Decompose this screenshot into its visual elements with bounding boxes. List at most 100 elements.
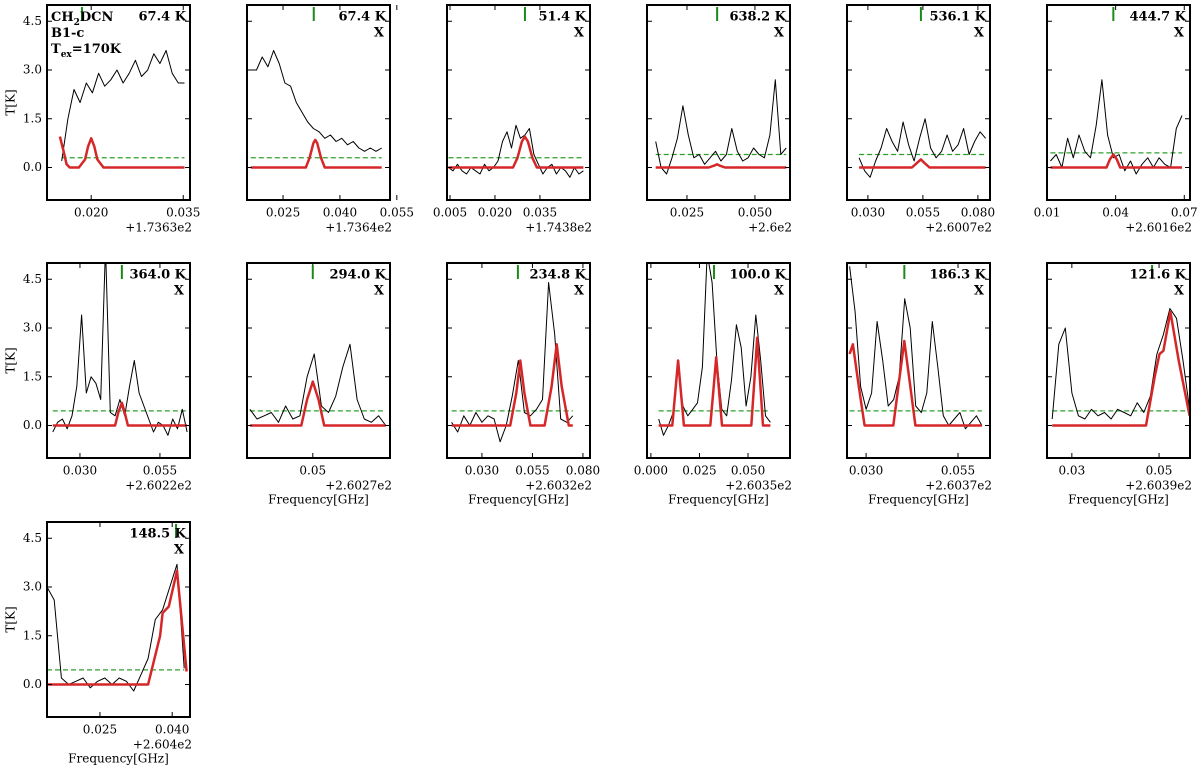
panel-frame xyxy=(46,4,191,201)
x-tick-label: 0.01 xyxy=(1034,206,1061,220)
x-tick-label: 0.04 xyxy=(1102,206,1129,220)
x-tick-label: 0.005 xyxy=(433,206,467,220)
panel-frame xyxy=(446,262,591,459)
panel-frame xyxy=(646,262,791,459)
x-tick-label: 0.055 xyxy=(941,464,975,478)
temperature-label: 100.0 K xyxy=(729,268,786,283)
plot-area xyxy=(848,266,983,430)
x-tick-label: 0.040 xyxy=(323,206,357,220)
x-tick-label: 0.03 xyxy=(1058,464,1085,478)
axis-offset: +2.6039e2 xyxy=(1125,479,1192,493)
annotation-part: CH xyxy=(51,10,74,25)
x-tick-label: 0.055 xyxy=(906,206,940,220)
y-tick-label: 1.5 xyxy=(23,369,42,383)
plot-area xyxy=(52,263,188,436)
marker-label: X xyxy=(374,284,385,299)
panel: 0.030 0.055 0.080+2.6007e2 536.1 KX xyxy=(846,4,995,235)
y-tick-label: 4.5 xyxy=(23,272,42,286)
axis-offset: +2.6032e2 xyxy=(525,479,592,493)
annotation-part: =170K xyxy=(72,42,122,57)
y-tick-label: 0.0 xyxy=(23,677,42,691)
panel: 0.0 1.5 3.0 4.5 0.030 0.055+2.6022e2 T[K] 364.0… xyxy=(4,262,192,493)
temperature-label: 186.3 K xyxy=(929,268,986,283)
marker-label: X xyxy=(374,26,385,41)
temperature-label: 294.0 K xyxy=(329,268,386,283)
x-tick-label: 0.025 xyxy=(682,464,716,478)
panel-frame xyxy=(1046,262,1191,459)
marker-label: X xyxy=(1174,26,1185,41)
temperature-label: 67.4 K xyxy=(339,10,387,25)
model-line xyxy=(451,343,573,427)
x-tick-label: 0.05 xyxy=(299,464,326,478)
panel-frame xyxy=(46,521,191,718)
axis-offset: +2.6027e2 xyxy=(325,479,392,493)
spectrum-line xyxy=(249,343,387,426)
y-axis-label: T[K] xyxy=(4,89,18,115)
panel: 0.005 0.020 0.035+1.7438e2 51.4 KX xyxy=(433,4,592,235)
spectrum-line xyxy=(250,50,382,152)
x-tick-label: 0.035 xyxy=(166,206,200,220)
x-tick-label: 0.05 xyxy=(1146,464,1173,478)
spectrum-line xyxy=(858,118,986,178)
panel: 0.01 0.04 0.07+2.6016e2 444.7 KX xyxy=(1034,4,1198,235)
y-tick-label: 1.5 xyxy=(23,111,42,125)
y-tick-label: 0.0 xyxy=(23,160,42,174)
x-tick-label: 0.07 xyxy=(1171,206,1198,220)
panel: 0.025 0.050+2.6e2 638.2 KX xyxy=(646,4,792,235)
x-tick-label: 0.040 xyxy=(155,723,189,737)
axis-offset: +2.6037e2 xyxy=(925,479,992,493)
axis-offset: +1.7364e2 xyxy=(325,221,392,235)
plot-area xyxy=(451,282,574,443)
marker-label: X xyxy=(574,284,585,299)
x-tick-label: 0.080 xyxy=(566,464,600,478)
x-tick-label: 0.055 xyxy=(143,464,177,478)
x-tick-label: 0.050 xyxy=(738,206,772,220)
y-axis-label: T[K] xyxy=(4,347,18,373)
axis-offset: +2.6022e2 xyxy=(125,479,192,493)
x-tick-label: 0.020 xyxy=(74,206,108,220)
plot-area xyxy=(658,263,771,436)
axis-offset: +1.7363e2 xyxy=(125,221,192,235)
y-tick-label: 3.0 xyxy=(23,63,42,77)
x-tick-label: 0.025 xyxy=(83,723,117,737)
model-line xyxy=(52,401,188,427)
y-tick-label: 3.0 xyxy=(23,580,42,594)
plot-area xyxy=(1051,308,1190,427)
temperature-label: 234.8 K xyxy=(529,268,586,283)
model-line xyxy=(658,336,771,427)
model-line xyxy=(448,135,584,169)
x-tick-label: 0.030 xyxy=(63,464,97,478)
panel-frame xyxy=(1046,4,1191,201)
panel-frame xyxy=(46,262,191,459)
panel: 0.0 1.5 3.0 4.5 0.020 0.035+1.7363e2 T[K] 67.4 … xyxy=(4,4,200,235)
x-axis-label: Frequency[GHz] xyxy=(668,493,769,507)
spectrum-line xyxy=(448,124,584,178)
x-axis-label: Frequency[GHz] xyxy=(468,493,569,507)
marker-label: X xyxy=(574,26,585,41)
y-tick-label: 3.0 xyxy=(23,321,42,335)
x-tick-label: 0.025 xyxy=(670,206,704,220)
spectrum-line xyxy=(655,79,787,175)
axis-offset: +2.6e2 xyxy=(748,221,792,235)
x-tick-label: 0.050 xyxy=(731,464,765,478)
panel: 0.0 1.5 3.0 4.5 0.025 0.040+2.604e2Frequency[… xyxy=(4,521,192,766)
plot-area xyxy=(448,124,584,178)
x-axis-label: Frequency[GHz] xyxy=(868,493,969,507)
axis-offset: +2.6007e2 xyxy=(925,221,992,235)
model-line xyxy=(1052,310,1190,427)
y-tick-label: 1.5 xyxy=(23,628,42,642)
annotation-part: 2 xyxy=(74,18,80,28)
panel-frame xyxy=(446,4,591,201)
spectrum-line xyxy=(1051,308,1190,420)
model-line xyxy=(47,569,188,686)
x-tick-label: 0.000 xyxy=(634,464,668,478)
temperature-label: 364.0 K xyxy=(129,268,186,283)
model-line xyxy=(1050,153,1182,169)
y-tick-label: 0.0 xyxy=(23,418,42,432)
plot-area xyxy=(47,563,188,692)
temperature-label: 536.1 K xyxy=(929,10,986,25)
model-line xyxy=(655,163,787,169)
